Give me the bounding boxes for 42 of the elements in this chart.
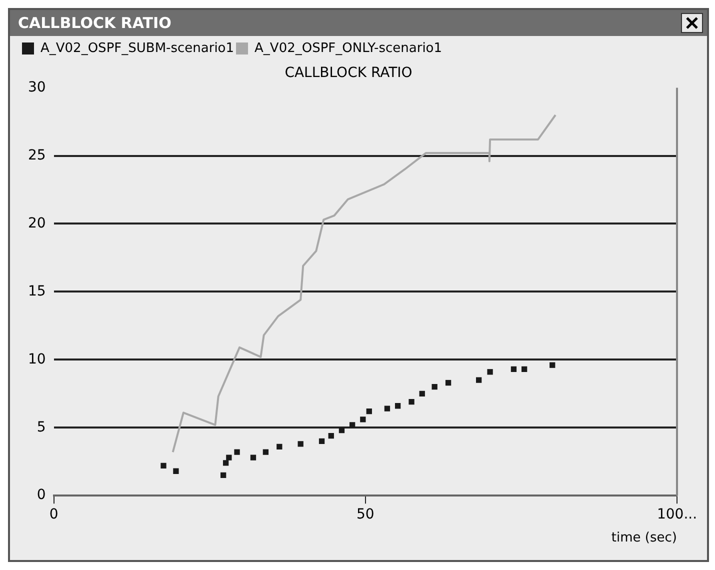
point bbox=[394, 403, 401, 409]
point bbox=[318, 438, 325, 444]
chart-title: CALLBLOCK RATIO bbox=[18, 14, 172, 32]
x-tick-label: 0 bbox=[49, 506, 58, 523]
point bbox=[510, 366, 517, 372]
point bbox=[328, 432, 334, 439]
point bbox=[360, 416, 366, 422]
x-tick-label: 50 bbox=[356, 506, 374, 523]
point bbox=[262, 449, 269, 455]
y-tick-label: 25 bbox=[28, 147, 46, 164]
point bbox=[487, 369, 493, 375]
point bbox=[432, 384, 438, 390]
point bbox=[220, 472, 226, 478]
y-tick-label: 20 bbox=[28, 215, 46, 232]
point bbox=[521, 366, 528, 372]
point bbox=[160, 462, 166, 469]
point bbox=[349, 422, 356, 428]
x-tick-label: 100... bbox=[656, 506, 698, 523]
chart-subtitle: CALLBLOCK RATIO bbox=[284, 65, 412, 82]
point bbox=[366, 408, 372, 414]
point bbox=[338, 428, 345, 434]
y-tick-label: 30 bbox=[28, 79, 46, 96]
y-tick-label: 0 bbox=[36, 487, 46, 504]
point bbox=[234, 449, 240, 455]
y-tick-label: 10 bbox=[28, 351, 46, 368]
point bbox=[226, 454, 232, 460]
legend-label: A_V02_OSPF_SUBM-scenario1 bbox=[40, 40, 234, 56]
point bbox=[173, 468, 179, 474]
y-tick-label: 15 bbox=[28, 283, 46, 300]
point bbox=[250, 454, 256, 460]
point bbox=[298, 441, 304, 447]
point bbox=[408, 398, 414, 405]
x-axis-title: time (sec) bbox=[611, 530, 677, 546]
y-tick-label: 5 bbox=[36, 419, 46, 436]
point bbox=[222, 460, 229, 466]
point bbox=[419, 390, 425, 396]
point bbox=[384, 406, 390, 412]
point bbox=[550, 362, 556, 368]
point bbox=[476, 377, 482, 383]
point bbox=[276, 444, 282, 450]
point bbox=[445, 380, 452, 386]
legend-label: A_V02_OSPF_ONLY-scenario1 bbox=[254, 40, 442, 56]
